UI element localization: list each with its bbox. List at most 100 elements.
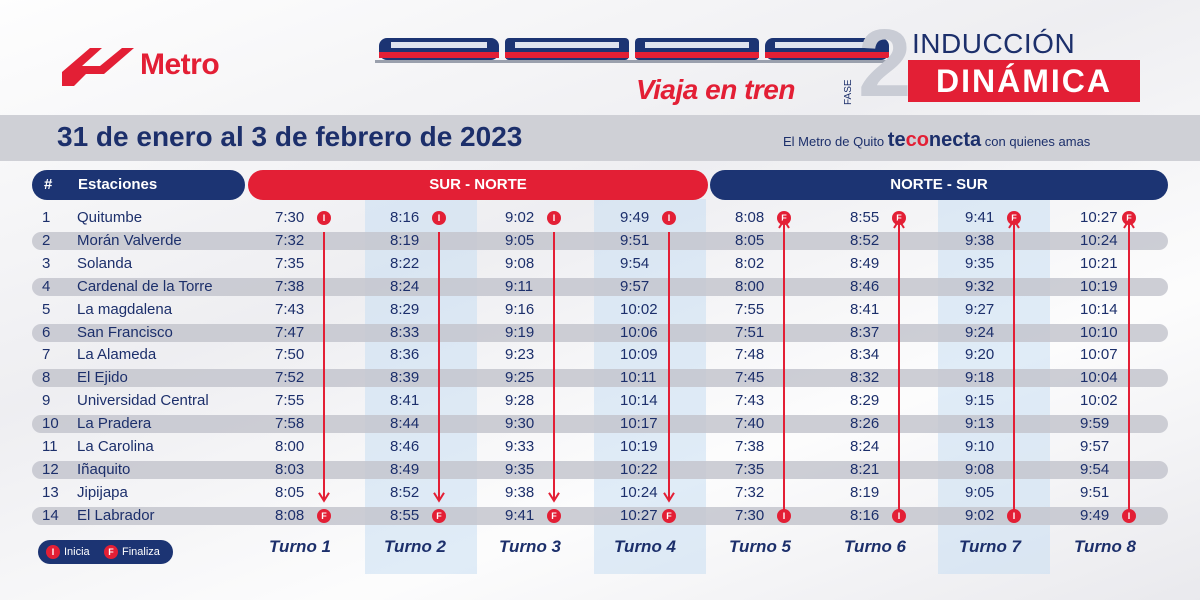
station-number: 4 [42, 277, 51, 295]
time-cell: 8:49 [850, 254, 880, 272]
header-stations-label: Estaciones [78, 176, 158, 193]
legend-finaliza-badge: F [104, 545, 118, 559]
time-cell: 8:05 [275, 483, 305, 501]
time-cell: 9:08 [965, 460, 995, 478]
station-number: 2 [42, 231, 51, 249]
time-cell: 9:41 [505, 506, 535, 524]
time-cell: 7:32 [275, 231, 305, 249]
time-cell: 9:05 [965, 483, 995, 501]
tagline-co: co [905, 129, 929, 151]
time-cell: 9:33 [505, 438, 535, 455]
turno-label: Turno 7 [958, 537, 1022, 556]
time-cell: 9:49 [620, 209, 650, 226]
time-cell: 10:14 [620, 392, 658, 410]
time-cell: 8:16 [390, 209, 420, 226]
time-cell: 8:46 [850, 277, 880, 295]
time-cell: 7:55 [735, 300, 765, 318]
time-cell: 7:38 [735, 438, 765, 455]
time-cell: 10:24 [1080, 231, 1118, 249]
station-number: 3 [42, 254, 51, 272]
time-cell: 8:03 [275, 460, 305, 478]
inicia-badge: I [432, 211, 446, 225]
inicia-badge: I [1122, 508, 1136, 523]
inicia-badge: I [662, 211, 676, 225]
station-name: La magdalena [77, 300, 173, 318]
time-cell: 8:55 [390, 506, 420, 524]
header-stations: # Estaciones [32, 170, 245, 200]
station-name: La Alameda [77, 346, 157, 364]
station-number: 10 [42, 415, 59, 433]
time-cell: 7:40 [735, 415, 765, 433]
time-cell: 9:19 [505, 323, 535, 341]
time-cell: 10:17 [620, 415, 658, 433]
time-cell: 9:38 [965, 231, 995, 249]
time-cell: 8:36 [390, 346, 420, 364]
station-name: Morán Valverde [77, 231, 182, 249]
train-illustration-icon [375, 38, 895, 63]
header-number: # [44, 176, 53, 193]
inicia-badge: I [892, 508, 906, 523]
finaliza-badge: F [892, 211, 906, 225]
station-number: 1 [42, 209, 51, 226]
time-cell: 8:21 [850, 460, 880, 478]
finaliza-badge: F [1007, 211, 1021, 225]
station-number: 8 [42, 369, 51, 387]
row-band [32, 323, 1168, 342]
time-cell: 10:02 [620, 300, 658, 318]
time-cell: 9:41 [965, 209, 995, 226]
station-name: Universidad Central [77, 392, 209, 410]
time-cell: 8:00 [275, 438, 305, 455]
time-cell: 10:19 [1080, 277, 1118, 295]
turno-label: Turno 6 [843, 537, 907, 556]
station-number: 14 [42, 506, 59, 524]
time-cell: 8:16 [850, 506, 880, 524]
time-cell: 10:27 [1080, 209, 1118, 226]
station-name: Jipijapa [77, 483, 128, 501]
tagline-suffix: con quienes amas [984, 134, 1091, 149]
time-cell: 8:32 [850, 369, 880, 387]
time-cell: 9:15 [965, 392, 995, 410]
turno-label: Turno 8 [1073, 537, 1137, 556]
station-name: Cardenal de la Torre [77, 277, 213, 295]
header-norte-sur: NORTE - SUR [710, 170, 1168, 200]
time-cell: 10:19 [620, 438, 658, 455]
time-cell: 9:27 [965, 300, 995, 318]
time-cell: 7:35 [275, 254, 305, 272]
title-dinamica: DINÁMICA [908, 60, 1140, 102]
time-cell: 9:54 [620, 254, 650, 272]
station-name: El Ejido [77, 369, 128, 387]
inicia-badge: I [1007, 508, 1021, 523]
time-cell: 8:24 [390, 277, 420, 295]
time-cell: 7:43 [735, 392, 765, 410]
time-cell: 9:24 [965, 323, 995, 341]
inicia-badge: I [547, 211, 561, 225]
legend: I Inicia F Finaliza [38, 540, 173, 564]
finaliza-badge: F [1122, 211, 1136, 225]
header-sur-norte: SUR - NORTE [248, 170, 708, 200]
time-cell: 9:49 [1080, 506, 1110, 524]
station-name: El Labrador [77, 506, 155, 524]
tagline: El Metro de Quito teconecta con quienes … [783, 129, 1090, 152]
time-cell: 10:24 [620, 483, 658, 501]
time-cell: 7:35 [735, 460, 765, 478]
time-cell: 10:06 [620, 323, 658, 341]
time-cell: 9:35 [965, 254, 995, 272]
row-band [32, 369, 1168, 388]
finaliza-badge: F [432, 508, 446, 523]
time-cell: 7:32 [735, 483, 765, 501]
time-cell: 8:29 [850, 392, 880, 410]
time-cell: 8:19 [390, 231, 420, 249]
time-cell: 8:02 [735, 254, 765, 272]
time-cell: 9:59 [1080, 415, 1110, 433]
inicia-badge: I [777, 508, 791, 523]
time-cell: 7:51 [735, 323, 765, 341]
time-cell: 9:11 [505, 277, 534, 295]
time-cell: 9:10 [965, 438, 995, 455]
tagline-te: te [887, 129, 906, 151]
legend-inicia-label: Inicia [64, 546, 90, 558]
metro-logo-icon [62, 48, 134, 86]
station-number: 12 [42, 460, 59, 478]
finaliza-badge: F [547, 508, 561, 523]
date-band [0, 115, 1200, 161]
turno-label: Turno 5 [728, 537, 792, 556]
